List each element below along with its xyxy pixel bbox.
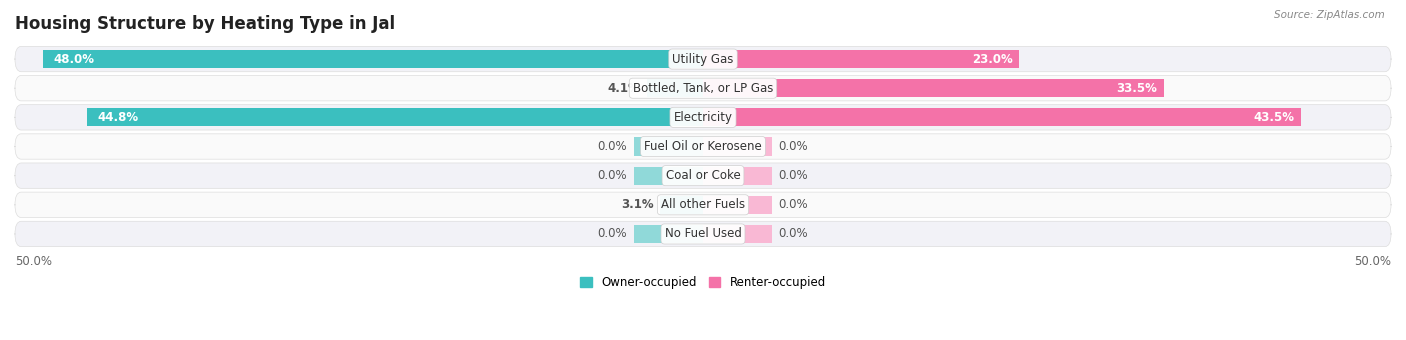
Bar [87, 108, 703, 126]
Text: 4.1%: 4.1% [607, 82, 640, 95]
Text: 44.8%: 44.8% [97, 111, 139, 124]
Text: Source: ZipAtlas.com: Source: ZipAtlas.com [1274, 10, 1385, 20]
Bar [703, 50, 1019, 68]
FancyBboxPatch shape [15, 134, 1391, 159]
Bar [703, 137, 772, 155]
Bar [634, 167, 703, 185]
Bar [634, 225, 703, 243]
Text: 0.0%: 0.0% [779, 227, 808, 240]
Text: Housing Structure by Heating Type in Jal: Housing Structure by Heating Type in Jal [15, 15, 395, 33]
FancyBboxPatch shape [15, 163, 1391, 188]
FancyBboxPatch shape [15, 46, 1391, 72]
Text: Utility Gas: Utility Gas [672, 53, 734, 66]
Bar [42, 50, 703, 68]
Text: 0.0%: 0.0% [598, 169, 627, 182]
Bar [661, 196, 703, 214]
Text: Bottled, Tank, or LP Gas: Bottled, Tank, or LP Gas [633, 82, 773, 95]
Text: Electricity: Electricity [673, 111, 733, 124]
Text: 33.5%: 33.5% [1116, 82, 1157, 95]
Text: 0.0%: 0.0% [779, 140, 808, 153]
Text: 50.0%: 50.0% [15, 255, 52, 268]
FancyBboxPatch shape [15, 75, 1391, 101]
Text: Fuel Oil or Kerosene: Fuel Oil or Kerosene [644, 140, 762, 153]
Text: 0.0%: 0.0% [779, 169, 808, 182]
Text: 0.0%: 0.0% [598, 140, 627, 153]
Text: 3.1%: 3.1% [621, 198, 654, 211]
FancyBboxPatch shape [15, 221, 1391, 246]
FancyBboxPatch shape [15, 192, 1391, 218]
Bar [703, 225, 772, 243]
FancyBboxPatch shape [15, 105, 1391, 130]
Text: 48.0%: 48.0% [53, 53, 94, 66]
Bar [703, 108, 1302, 126]
Text: 50.0%: 50.0% [1354, 255, 1391, 268]
Text: Coal or Coke: Coal or Coke [665, 169, 741, 182]
Bar [647, 79, 703, 97]
Text: 0.0%: 0.0% [779, 198, 808, 211]
Legend: Owner-occupied, Renter-occupied: Owner-occupied, Renter-occupied [575, 271, 831, 294]
Bar [703, 196, 772, 214]
Text: 23.0%: 23.0% [972, 53, 1012, 66]
Text: 43.5%: 43.5% [1254, 111, 1295, 124]
Text: 0.0%: 0.0% [598, 227, 627, 240]
Bar [703, 79, 1164, 97]
Bar [634, 137, 703, 155]
Bar [703, 167, 772, 185]
Text: All other Fuels: All other Fuels [661, 198, 745, 211]
Text: No Fuel Used: No Fuel Used [665, 227, 741, 240]
